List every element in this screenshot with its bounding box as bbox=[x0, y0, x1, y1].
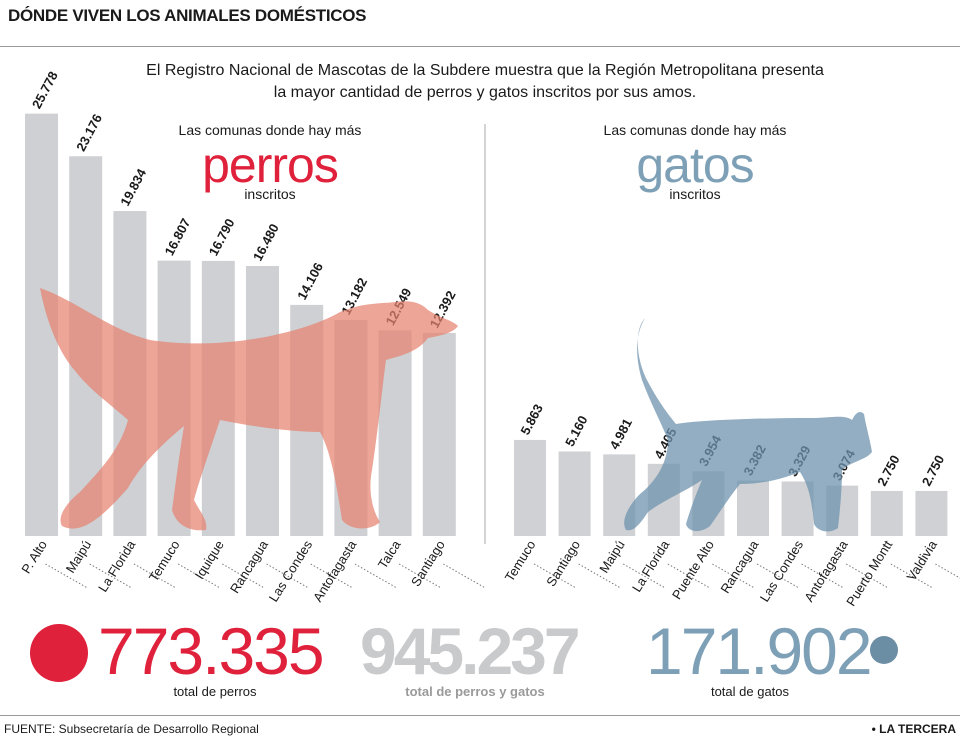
dog-value-label-la-florida: 19.834 bbox=[117, 166, 149, 209]
cat-category-label-maipu: Maipú bbox=[596, 538, 627, 576]
dogs-header-word: perros bbox=[202, 137, 339, 193]
dog-bar-santiago bbox=[422, 332, 456, 536]
panel-divider bbox=[484, 124, 486, 544]
all-total-label: total de perros y gatos bbox=[405, 684, 545, 699]
dog-category-label-la-florida: La Florida bbox=[95, 537, 139, 595]
cat-category-label-la-florida: La Florida bbox=[629, 537, 673, 595]
cats-header-word: gatos bbox=[636, 137, 754, 193]
dog-label-leader bbox=[133, 563, 177, 589]
cat-category-label-temuco: Temuco bbox=[502, 538, 539, 585]
dogs-total-dot bbox=[30, 624, 88, 682]
dog-label-leader bbox=[177, 563, 221, 589]
dog-category-label-maipu: Maipú bbox=[63, 538, 94, 576]
dog-value-label-rancagua: 16.480 bbox=[250, 221, 282, 263]
cat-value-label-temuco: 5.863 bbox=[517, 402, 546, 438]
cat-category-label-antofagasta: Antofagasta bbox=[801, 537, 851, 604]
dog-silhouette-icon bbox=[40, 288, 458, 531]
cat-bar-puerto-montt bbox=[870, 490, 903, 536]
cats-panel-header: Las comunas donde hay más gatos inscrito… bbox=[570, 122, 820, 202]
dog-category-label-talca: Talca bbox=[375, 537, 404, 571]
cat-bar-valdivia bbox=[915, 490, 948, 536]
all-total-value: 945.237 bbox=[360, 614, 581, 688]
cat-value-label-valdivia: 2.750 bbox=[919, 453, 948, 489]
dog-label-leader bbox=[310, 563, 353, 589]
cat-label-leader bbox=[801, 563, 844, 589]
intro-text: El Registro Nacional de Mascotas de la S… bbox=[146, 62, 824, 101]
cat-value-label-puerto-montt: 2.750 bbox=[874, 453, 903, 489]
cats-header-line1: Las comunas donde hay más bbox=[603, 122, 787, 138]
dog-category-label-las-condes: Las Condes bbox=[266, 537, 316, 604]
dog-value-label-las-condes: 14.106 bbox=[294, 260, 326, 302]
cat-category-label-valdivia: Valdivia bbox=[904, 537, 941, 583]
cats-total-dot bbox=[870, 636, 898, 664]
footer-divider bbox=[0, 715, 960, 716]
dog-label-leader bbox=[443, 563, 486, 589]
cat-category-label-las-condes: Las Condes bbox=[757, 537, 807, 604]
cat-label-leader bbox=[890, 563, 934, 589]
cat-label-leader bbox=[712, 563, 755, 589]
cat-label-leader bbox=[935, 563, 960, 579]
cat-category-label-puerto-montt: Puerto Montt bbox=[843, 537, 895, 608]
cat-bar-santiago bbox=[558, 451, 591, 536]
cat-bar-temuco bbox=[514, 439, 546, 536]
dogs-header-line1: Las comunas donde hay más bbox=[178, 122, 362, 138]
source-note: FUENTE: Subsecretaría de Desarrollo Regi… bbox=[4, 722, 259, 736]
cats-total-value: 171.902 bbox=[646, 614, 873, 688]
bar-charts: 25.778 P. Alto 23.176 Maipú 19.834 La Florida… bbox=[18, 69, 960, 609]
chart-title: DÓNDE VIVEN LOS ANIMALES DOMÉSTICOS bbox=[8, 6, 367, 25]
dogs-header-line3: inscritos bbox=[244, 186, 296, 202]
cat-label-leader bbox=[845, 563, 889, 589]
cat-label-leader bbox=[622, 563, 666, 589]
cat-label-leader bbox=[756, 563, 800, 589]
dog-category-label-p-alto: P. Alto bbox=[18, 538, 50, 576]
dog-value-label-maipu: 23.176 bbox=[73, 112, 105, 154]
dogs-total-label: total de perros bbox=[173, 684, 257, 699]
dog-label-leader bbox=[354, 563, 398, 589]
dog-category-label-rancagua: Rancagua bbox=[227, 537, 272, 596]
dog-value-label-iquique: 16.790 bbox=[206, 216, 238, 258]
dog-value-label-p-alto: 25.778 bbox=[29, 69, 61, 111]
publisher-brand: • LA TERCERA bbox=[871, 722, 956, 736]
cat-category-label-santiago: Santiago bbox=[543, 538, 583, 589]
dog-category-label-temuco: Temuco bbox=[146, 538, 183, 585]
dog-label-leader bbox=[45, 563, 88, 589]
dog-label-leader bbox=[222, 563, 265, 589]
dog-category-label-santiago: Santiago bbox=[408, 538, 448, 589]
cat-value-label-maipu: 4.981 bbox=[607, 416, 636, 452]
cat-value-label-santiago: 5.160 bbox=[562, 413, 591, 449]
cats-total-label: total de gatos bbox=[710, 684, 790, 699]
cat-bar-las-condes bbox=[781, 481, 814, 536]
cat-label-leader bbox=[667, 563, 711, 589]
dog-label-leader bbox=[89, 563, 132, 589]
cats-header-line3: inscritos bbox=[669, 186, 721, 202]
cat-bar-rancagua bbox=[737, 480, 769, 536]
dog-category-label-iquique: Iquique bbox=[192, 538, 227, 582]
title-divider bbox=[0, 46, 960, 47]
cat-category-label-puente-alto: Puente Alto bbox=[669, 538, 717, 602]
cat-label-leader bbox=[578, 563, 621, 589]
dog-value-label-temuco: 16.807 bbox=[162, 216, 194, 258]
dog-category-label-antofagasta: Antofagasta bbox=[310, 537, 360, 604]
dog-label-leader bbox=[398, 563, 442, 589]
dogs-panel-header: Las comunas donde hay más perros inscrit… bbox=[150, 122, 390, 202]
dog-label-leader bbox=[266, 563, 309, 589]
cat-label-leader bbox=[533, 563, 577, 589]
cat-silhouette-icon bbox=[624, 318, 872, 532]
dogs-total-value: 773.335 bbox=[98, 614, 325, 688]
cat-category-label-rancagua: Rancagua bbox=[717, 537, 762, 596]
